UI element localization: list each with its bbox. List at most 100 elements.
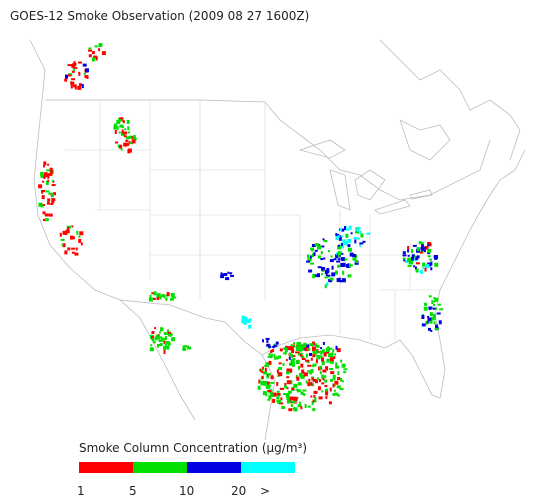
smoke-pixel	[81, 84, 84, 89]
smoke-pixel	[359, 230, 362, 234]
smoke-pixel	[280, 387, 284, 390]
smoke-pixel	[354, 260, 358, 263]
smoke-pixel	[151, 336, 155, 340]
smoke-pixel	[421, 315, 425, 319]
smoke-pixel	[345, 233, 349, 238]
smoke-pixels	[38, 43, 444, 412]
legend: 1 5 10 20 >	[77, 462, 295, 498]
smoke-pixel	[439, 308, 444, 311]
smoke-pixel	[317, 255, 321, 259]
coastline	[29, 39, 196, 421]
smoke-pixel	[296, 342, 300, 346]
smoke-pixel	[298, 381, 301, 384]
smoke-pixel	[88, 54, 92, 58]
smoke-pixel	[67, 64, 72, 67]
smoke-pixel	[286, 395, 290, 400]
smoke-pixel	[167, 331, 171, 334]
smoke-pixel	[336, 260, 341, 263]
smoke-pixel	[304, 404, 307, 408]
smoke-pixel	[312, 346, 316, 350]
smoke-pixel	[312, 383, 315, 387]
smoke-pixel	[410, 262, 414, 265]
legend-label: 1	[77, 484, 85, 498]
smoke-pixel	[337, 245, 342, 250]
smoke-pixel	[317, 273, 320, 278]
smoke-pixel	[324, 270, 328, 275]
smoke-pixel	[290, 358, 295, 362]
smoke-pixel	[415, 262, 420, 265]
smoke-pixel	[296, 376, 300, 381]
smoke-pixel	[285, 345, 288, 349]
smoke-pixel	[115, 141, 119, 144]
smoke-pixel	[329, 280, 332, 283]
smoke-pixel	[153, 291, 157, 296]
legend-swatch	[79, 462, 133, 473]
smoke-pixel	[330, 378, 334, 382]
smoke-pixel	[65, 229, 70, 234]
smoke-pixel	[158, 338, 161, 342]
smoke-pixel	[101, 51, 106, 56]
smoke-pixel	[420, 246, 425, 251]
smoke-pixel	[290, 353, 293, 358]
smoke-pixel	[313, 390, 318, 394]
smoke-pixel	[320, 258, 324, 261]
smoke-pixel	[335, 254, 339, 259]
smoke-pixel	[312, 341, 315, 346]
smoke-pixel	[327, 346, 330, 349]
smoke-pixel	[332, 383, 335, 388]
smoke-pixel	[59, 232, 62, 237]
smoke-pixel	[127, 131, 130, 134]
legend-label: >	[260, 484, 270, 498]
smoke-pixel	[292, 401, 296, 404]
smoke-pixel	[45, 173, 50, 178]
smoke-pixel	[72, 68, 75, 72]
smoke-pixel	[47, 163, 50, 166]
smoke-pixel	[49, 172, 53, 176]
smoke-pixel	[312, 399, 316, 403]
smoke-pixel	[283, 347, 288, 350]
smoke-pixel	[264, 367, 267, 372]
smoke-pixel	[307, 258, 312, 262]
smoke-pixel	[150, 344, 153, 347]
smoke-pixel	[259, 380, 264, 383]
smoke-pixel	[92, 57, 95, 62]
smoke-pixel	[295, 375, 298, 378]
smoke-pixel	[67, 74, 72, 77]
smoke-pixel	[263, 371, 267, 375]
smoke-pixel	[323, 240, 328, 242]
smoke-pixel	[357, 227, 361, 230]
smoke-pixel	[300, 406, 303, 410]
smoke-pixel	[278, 367, 283, 370]
smoke-pixel	[149, 294, 152, 298]
smoke-pixel	[95, 56, 98, 61]
smoke-pixel	[309, 343, 314, 347]
smoke-pixel	[339, 244, 344, 249]
smoke-pixel	[332, 349, 335, 353]
smoke-pixel	[335, 362, 338, 367]
smoke-pixel	[286, 387, 289, 390]
smoke-pixel	[339, 280, 342, 283]
smoke-pixel	[262, 382, 267, 386]
smoke-pixel	[429, 320, 433, 324]
smoke-pixel	[182, 347, 186, 351]
smoke-pixel	[427, 244, 430, 247]
smoke-pixel	[151, 292, 156, 295]
legend-swatch	[187, 462, 241, 473]
smoke-pixel	[155, 334, 159, 338]
smoke-pixel	[128, 141, 131, 143]
smoke-pixel	[298, 401, 301, 406]
smoke-pixel	[184, 345, 189, 348]
smoke-pixel	[293, 342, 295, 345]
smoke-pixel	[272, 398, 276, 403]
smoke-pixel	[295, 351, 300, 354]
smoke-pixel	[120, 148, 123, 151]
smoke-pixel	[407, 246, 410, 250]
smoke-pixel	[402, 251, 406, 255]
smoke-pixel	[335, 345, 338, 350]
smoke-pixel	[292, 358, 296, 360]
smoke-pixel	[315, 343, 317, 348]
smoke-pixel	[93, 55, 98, 58]
smoke-pixel	[309, 255, 312, 260]
smoke-pixel	[50, 203, 54, 205]
smoke-pixel	[342, 239, 347, 242]
